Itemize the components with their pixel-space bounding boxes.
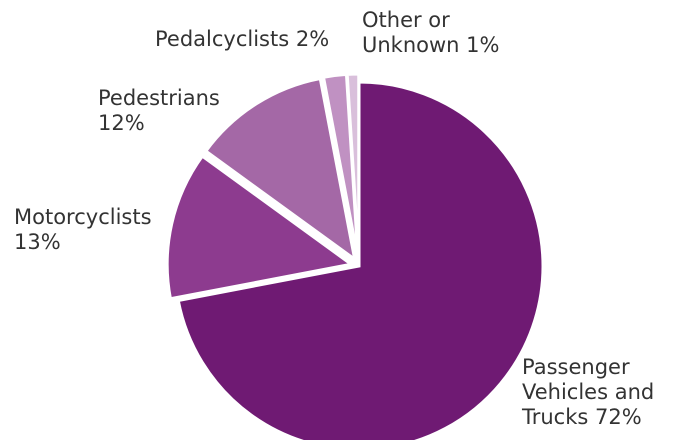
- label-line: Pedestrians: [98, 86, 220, 110]
- label-line: Vehicles and: [522, 380, 655, 404]
- pie-slice-pedestrians: [203, 76, 357, 263]
- label-line: Motorcyclists: [14, 205, 152, 229]
- label-line: Unknown 1%: [362, 33, 500, 57]
- label-line: Passenger: [522, 355, 630, 379]
- label-line: Trucks 72%: [522, 405, 642, 429]
- label-line: 12%: [98, 111, 145, 135]
- label-passenger-vehicles-trucks: Passenger Vehicles and Trucks 72%: [522, 355, 654, 430]
- label-pedestrians: Pedestrians 12%: [98, 86, 220, 136]
- label-line: Other or: [362, 8, 450, 32]
- pie-slice-passenger-vehicles-and-trucks: [176, 80, 545, 440]
- label-motorcyclists: Motorcyclists 13%: [14, 205, 152, 255]
- label-other-unknown: Other or Unknown 1%: [362, 8, 499, 58]
- label-line: Pedalcyclists 2%: [155, 27, 330, 51]
- label-pedalcyclists: Pedalcyclists 2%: [155, 27, 329, 52]
- label-line: 13%: [14, 230, 61, 254]
- pie-slice-motorcyclists: [165, 154, 355, 301]
- pie-slice-other-or-unknown: [345, 72, 361, 259]
